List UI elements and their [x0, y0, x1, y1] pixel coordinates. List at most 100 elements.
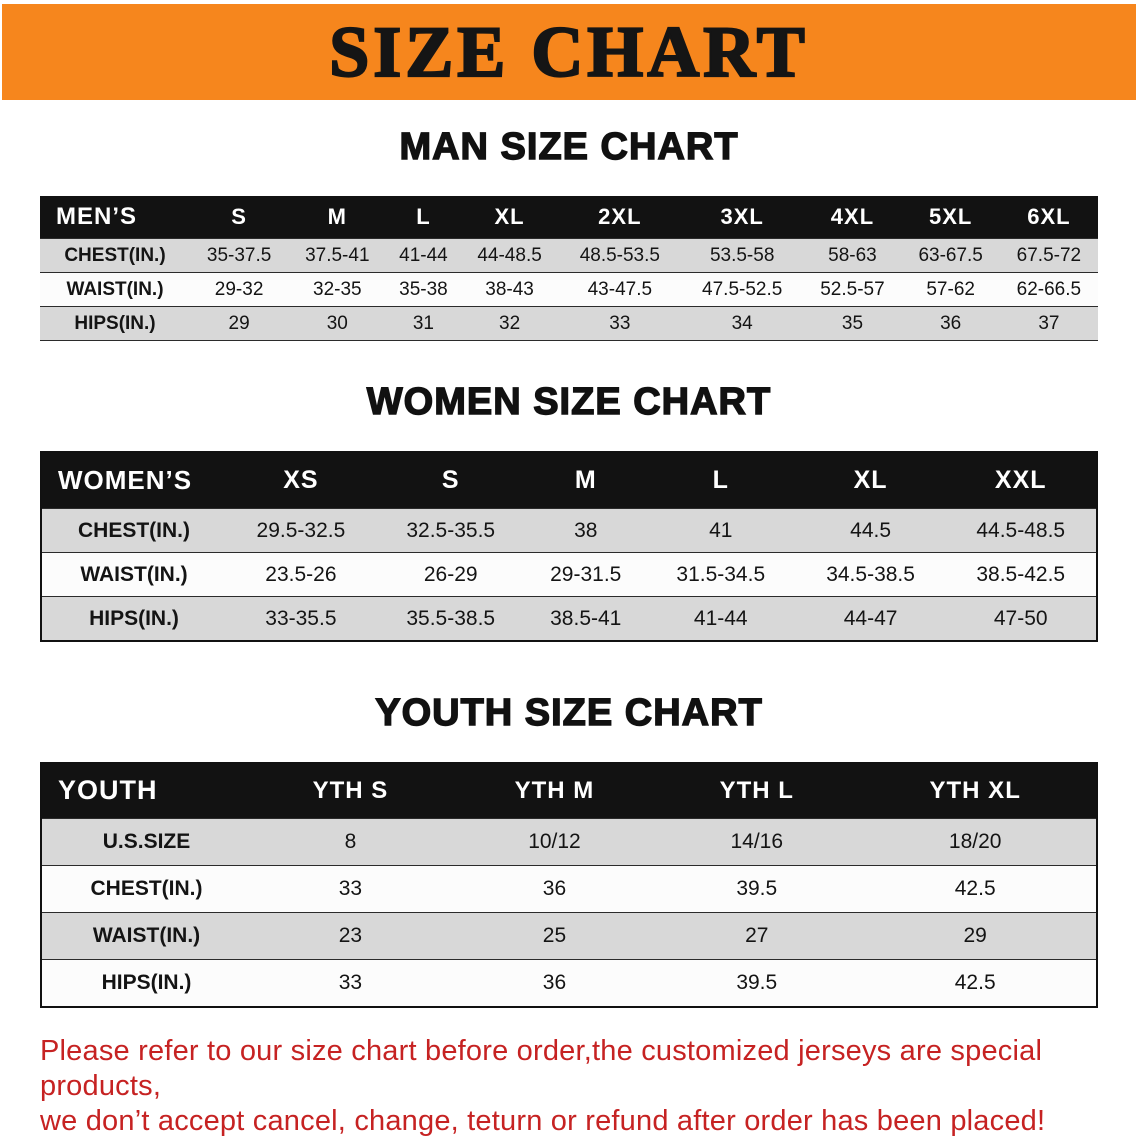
size-value-cell: 44-48.5 [477, 244, 542, 266]
table-row: CHEST(IN.) 35-37.5 37.5-41 41-44 44-48.5 48.5… [40, 238, 1098, 273]
table-header-row: YOUTH YTH S YTH M YTH L YTH XL [41, 762, 1097, 819]
size-value-cell: 34 [731, 312, 753, 334]
size-value-cell: 47.5-52.5 [702, 278, 783, 300]
size-column-header: 5XL [928, 203, 973, 229]
youth-size-section: YOUTH SIZE CHART YOUTH YTH S YTH M YTH L YTH… [0, 691, 1138, 1008]
size-value-cell: 44.5-48.5 [976, 518, 1066, 542]
men-size-table: MEN’S S M L XL 2XL 3XL 4XL 5XL 6XL CHEST(IN.) 35-37… [40, 195, 1098, 342]
size-value-cell: 38-43 [485, 278, 534, 300]
size-value-cell: 33 [609, 312, 631, 334]
size-value-cell: 34.5-38.5 [826, 562, 915, 586]
size-column-header: M [327, 203, 347, 229]
size-column-header: L [712, 466, 729, 495]
size-value-cell: 35 [841, 312, 864, 334]
row-label: HIPS(IN.) [74, 312, 156, 334]
size-value-cell: 37 [1038, 312, 1060, 334]
size-value-cell: 58-63 [828, 244, 877, 266]
table-title-cell: YOUTH [58, 775, 158, 806]
size-value-cell: 14/16 [730, 830, 784, 854]
table-row: HIPS(IN.) 29 30 31 32 33 34 35 36 37 [40, 306, 1098, 341]
size-chart-banner: SIZE CHART [2, 4, 1136, 100]
size-column-header: XL [853, 466, 888, 495]
size-value-cell: 36 [542, 970, 567, 994]
size-column-header: XXL [994, 466, 1047, 495]
men-section-heading: MAN SIZE CHART [399, 125, 739, 168]
size-value-cell: 47-50 [993, 606, 1048, 630]
size-value-cell: 35.5-38.5 [406, 606, 496, 630]
size-value-cell: 41-44 [399, 244, 448, 266]
size-value-cell: 44-47 [843, 606, 898, 630]
table-row: WAIST(IN.) 23 25 27 29 [41, 912, 1097, 960]
men-size-section: MAN SIZE CHART MEN’S S M L XL 2XL 3XL 4XL 5XL 6XL… [0, 125, 1138, 342]
size-value-cell: 48.5-53.5 [579, 244, 660, 266]
size-value-cell: 53.5-58 [709, 244, 775, 266]
size-column-header: YTH XL [929, 776, 1021, 804]
size-column-header: 3XL [720, 203, 764, 229]
size-value-cell: 29 [228, 312, 250, 334]
size-value-cell: 33 [338, 877, 363, 901]
size-value-cell: 32-35 [313, 278, 362, 300]
size-value-cell: 29 [963, 924, 987, 948]
table-row: WAIST(IN.) 23.5-26 26-29 29-31.5 31.5-34.5 34… [41, 552, 1097, 597]
row-label: HIPS(IN.) [89, 606, 179, 630]
size-column-header: S [231, 203, 247, 229]
table-title-cell: WOMEN’S [58, 465, 193, 496]
women-size-section: WOMEN SIZE CHART WOMEN’S XS S M L XL XXL CHEST(… [0, 380, 1138, 642]
size-value-cell: 43-47.5 [587, 278, 653, 300]
note-line-1: Please refer to our size chart before or… [40, 1034, 1043, 1102]
size-value-cell: 8 [344, 830, 357, 854]
size-value-cell: 32.5-35.5 [406, 518, 496, 542]
size-value-cell: 63-67.5 [918, 244, 983, 266]
table-row: U.S.SIZE 8 10/12 14/16 18/20 [41, 818, 1097, 866]
size-value-cell: 36 [542, 877, 567, 901]
size-value-cell: 39.5 [736, 970, 778, 994]
size-column-header: XL [494, 203, 525, 229]
size-value-cell: 30 [326, 312, 348, 334]
size-value-cell: 41 [709, 518, 733, 542]
row-label: WAIST(IN.) [80, 562, 188, 586]
note-line-2: we don’t accept cancel, change, teturn o… [40, 1105, 1046, 1138]
row-label: WAIST(IN.) [66, 278, 164, 300]
table-header-row: WOMEN’S XS S M L XL XXL [41, 451, 1097, 509]
size-value-cell: 10/12 [528, 830, 581, 854]
size-column-header: YTH L [719, 776, 794, 804]
size-value-cell: 26-29 [423, 562, 478, 586]
size-value-cell: 57-62 [926, 278, 975, 300]
size-value-cell: 42.5 [954, 970, 996, 994]
size-column-header: L [416, 203, 431, 229]
size-value-cell: 33 [338, 970, 363, 994]
footer-note: Please refer to our size chart before or… [40, 1034, 1098, 1140]
size-column-header: S [441, 466, 460, 495]
size-value-cell: 29-32 [214, 278, 264, 300]
size-value-cell: 29.5-32.5 [256, 518, 346, 542]
table-title-cell: MEN’S [56, 202, 138, 230]
women-size-table: WOMEN’S XS S M L XL XXL CHEST(IN.) 29.5-32.5 32.5… [40, 450, 1098, 642]
size-value-cell: 25 [542, 924, 567, 948]
size-column-header: YTH S [312, 776, 389, 804]
table-row: CHEST(IN.) 33 36 39.5 42.5 [41, 865, 1097, 913]
size-value-cell: 42.5 [954, 877, 996, 901]
size-column-header: XS [283, 466, 319, 495]
table-row: CHEST(IN.) 29.5-32.5 32.5-35.5 38 41 44.5 44.5… [41, 508, 1097, 553]
size-value-cell: 62-66.5 [1016, 278, 1082, 300]
youth-size-table: YOUTH YTH S YTH M YTH L YTH XL U.S.SIZE 8 10/12… [40, 761, 1098, 1008]
size-value-cell: 35-38 [399, 278, 448, 300]
size-column-header: 6XL [1027, 203, 1071, 229]
size-value-cell: 18/20 [948, 830, 1002, 854]
size-value-cell: 52.5-57 [820, 278, 885, 300]
size-value-cell: 23.5-26 [265, 562, 337, 586]
size-column-header: 2XL [598, 203, 642, 229]
youth-section-heading: YOUTH SIZE CHART [375, 691, 763, 734]
size-value-cell: 29-31.5 [550, 562, 622, 586]
size-value-cell: 36 [940, 312, 962, 334]
row-label: WAIST(IN.) [92, 924, 201, 948]
size-value-cell: 31 [412, 312, 434, 334]
size-chart-page: SIZE CHART MAN SIZE CHART MEN’S S M L XL 2XL 3… [0, 4, 1138, 1137]
row-label: CHEST(IN.) [78, 518, 190, 542]
size-column-header: M [574, 466, 597, 495]
size-column-header: 4XL [830, 203, 875, 229]
row-label: U.S.SIZE [102, 830, 191, 854]
size-value-cell: 32 [499, 312, 521, 334]
size-value-cell: 41-44 [693, 606, 748, 630]
size-value-cell: 31.5-34.5 [676, 562, 766, 586]
